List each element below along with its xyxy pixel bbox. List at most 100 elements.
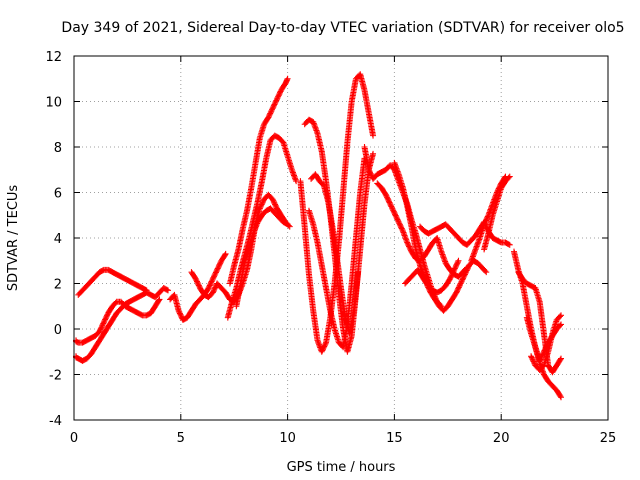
y-axis-label: SDTVAR / TECUs — [6, 185, 21, 292]
data-point — [460, 274, 467, 280]
data-point — [425, 284, 432, 291]
data-point — [558, 321, 565, 328]
data-point — [216, 261, 223, 268]
data-point — [385, 198, 392, 205]
data-point — [272, 201, 279, 208]
data-point — [460, 275, 467, 282]
data-point — [274, 94, 281, 101]
data-point — [272, 202, 279, 209]
data-point — [426, 287, 433, 293]
data-point — [387, 202, 394, 209]
x-tick-label: 0 — [70, 431, 78, 446]
series-track-1 — [73, 296, 163, 346]
data-point — [558, 312, 565, 319]
series-track-7 — [224, 132, 300, 321]
data-point — [268, 107, 275, 114]
series-track-6 — [226, 75, 291, 287]
data-point — [271, 200, 278, 207]
data-point — [178, 313, 185, 319]
data-point — [209, 275, 216, 282]
data-point — [208, 278, 215, 285]
data-point — [321, 342, 328, 349]
data-point — [265, 113, 272, 120]
data-point — [270, 102, 277, 109]
data-point — [155, 297, 162, 304]
tick-label-layer: 0 5 10 15 20 25 -4 -2 0 2 4 6 8 10 12 — [45, 50, 616, 446]
data-point — [384, 194, 391, 201]
data-point — [386, 199, 393, 206]
grid-layer — [74, 56, 608, 420]
data-point — [273, 97, 280, 104]
series-track-19 — [481, 173, 513, 253]
data-point — [212, 270, 219, 277]
data-point — [393, 213, 400, 220]
data-point — [214, 265, 221, 272]
data-point — [99, 323, 106, 330]
data-point — [192, 275, 199, 282]
data-point — [458, 279, 465, 286]
data-point — [537, 355, 544, 362]
data-point — [395, 219, 402, 226]
data-point — [423, 280, 430, 287]
data-point — [284, 75, 291, 82]
data-point — [448, 272, 455, 279]
y-tick-label: 8 — [54, 141, 62, 156]
data-point — [103, 312, 110, 319]
data-point — [482, 267, 489, 274]
y-tick-label: 12 — [45, 50, 62, 65]
data-point — [99, 321, 106, 328]
data-point — [424, 281, 431, 288]
data-point — [483, 216, 490, 223]
data-point — [455, 284, 462, 291]
data-point — [446, 275, 453, 282]
data-point — [404, 240, 411, 247]
data-point — [447, 274, 454, 281]
data-point — [407, 246, 414, 253]
series-track-8 — [233, 205, 291, 310]
data-point — [195, 282, 202, 289]
data-point — [394, 216, 401, 223]
chart-title: Day 349 of 2021, Sidereal Day-to-day VTE… — [61, 20, 624, 36]
data-point — [557, 393, 564, 400]
x-tick-label: 20 — [493, 431, 510, 446]
data-point — [212, 284, 219, 291]
y-tick-label: -4 — [49, 414, 62, 429]
data-point — [398, 224, 405, 231]
data-point — [319, 347, 326, 354]
data-point — [366, 168, 373, 175]
data-point — [463, 267, 470, 274]
data-point — [396, 221, 403, 228]
x-tick-label: 5 — [177, 431, 185, 446]
data-point — [208, 279, 215, 286]
series-track-16 — [402, 257, 490, 314]
data-point — [528, 354, 535, 361]
data-point — [215, 264, 222, 271]
data-point — [275, 92, 282, 99]
data-point — [450, 268, 457, 275]
data-point — [448, 273, 455, 280]
data-point — [424, 283, 431, 290]
data-point — [459, 276, 466, 283]
data-point — [102, 315, 109, 322]
data-point — [389, 206, 396, 213]
data-point — [387, 200, 394, 207]
x-tick-label: 25 — [600, 431, 617, 446]
data-point — [530, 358, 537, 365]
data-point — [209, 277, 216, 284]
data-point — [456, 283, 463, 290]
data-point — [388, 203, 395, 210]
y-tick-label: 10 — [45, 96, 62, 111]
data-point — [529, 357, 536, 364]
y-tick-label: 2 — [54, 278, 62, 293]
data-point — [531, 359, 538, 366]
series-track-2 — [75, 266, 150, 298]
data-point — [215, 262, 222, 269]
data-point — [273, 96, 280, 103]
data-point — [482, 218, 489, 225]
data-point — [462, 270, 469, 277]
data-point — [458, 277, 465, 284]
data-point — [457, 280, 464, 287]
data-point — [212, 269, 219, 276]
data-point — [102, 316, 109, 323]
